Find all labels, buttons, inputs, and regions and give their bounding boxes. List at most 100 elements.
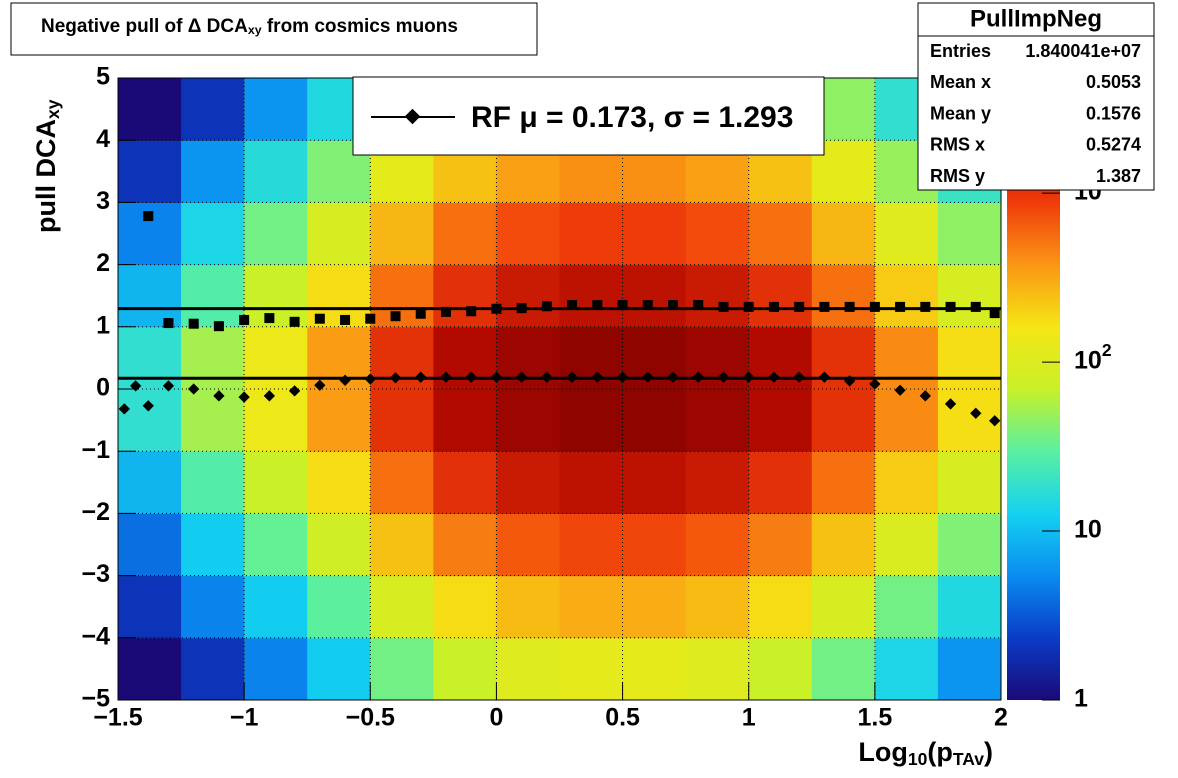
stats-value: 1.840041e+07 bbox=[1025, 41, 1141, 61]
stats-value: 0.1576 bbox=[1086, 103, 1141, 123]
diamond-marker bbox=[516, 371, 528, 383]
heatmap-cell bbox=[307, 202, 371, 266]
heatmap-cell bbox=[874, 637, 939, 700]
heatmap-cell bbox=[496, 202, 560, 266]
square-marker bbox=[163, 318, 174, 329]
heatmap-cell bbox=[181, 140, 245, 203]
heatmap-cell bbox=[559, 575, 624, 639]
stats-value: 1.387 bbox=[1096, 166, 1141, 186]
heatmap-cell bbox=[874, 575, 939, 639]
square-marker bbox=[970, 301, 981, 312]
diamond-marker bbox=[869, 378, 881, 390]
heatmap-cell bbox=[748, 513, 813, 577]
square-marker bbox=[869, 301, 880, 312]
square-marker bbox=[642, 300, 653, 311]
z-tick-label: 1 bbox=[1074, 685, 1088, 713]
square-marker bbox=[466, 306, 477, 317]
heatmap-cell bbox=[496, 637, 560, 700]
heatmap-cell bbox=[559, 326, 624, 390]
heatmap-cell bbox=[874, 202, 939, 266]
x-tick-label: −1.5 bbox=[93, 704, 142, 732]
heatmap-cell bbox=[244, 451, 308, 514]
y-tick-label: 0 bbox=[96, 374, 110, 402]
heatmap-cell bbox=[937, 326, 1001, 390]
heatmap-cell bbox=[118, 389, 182, 452]
stats-value: 0.5053 bbox=[1086, 72, 1141, 92]
heatmap-cell bbox=[370, 575, 434, 639]
y-tick-label: −3 bbox=[81, 560, 110, 588]
heatmap-cell bbox=[118, 140, 182, 203]
heatmap-cell bbox=[118, 264, 182, 328]
label-part: from cosmics muons bbox=[262, 16, 458, 37]
heatmap-cell bbox=[244, 78, 308, 141]
stats-value: 0.5274 bbox=[1086, 135, 1141, 155]
heatmap-cell bbox=[244, 140, 308, 203]
heatmap-cell bbox=[811, 575, 876, 639]
y-tick-label: −4 bbox=[81, 622, 110, 650]
heatmap-cell bbox=[811, 264, 876, 328]
diamond-marker bbox=[717, 371, 730, 383]
square-marker bbox=[213, 321, 224, 332]
heatmap-cell bbox=[559, 513, 624, 577]
x-tick-label: 1.5 bbox=[857, 704, 892, 732]
x-tick-label: 0 bbox=[489, 704, 503, 732]
label-part: 10 bbox=[908, 749, 928, 769]
heatmap-cell bbox=[181, 451, 245, 514]
diamond-marker bbox=[288, 385, 301, 397]
heatmap-cell bbox=[622, 575, 687, 639]
diamond-marker bbox=[692, 371, 704, 383]
y-tick-label: −5 bbox=[81, 685, 110, 713]
diamond-marker bbox=[440, 371, 452, 383]
heatmap-cell bbox=[181, 78, 245, 141]
stats-key: Mean x bbox=[930, 72, 991, 92]
y-tick-label: 5 bbox=[96, 63, 110, 91]
stats-key: RMS x bbox=[930, 135, 985, 155]
x-tick-label: −1 bbox=[230, 704, 259, 732]
y-tick-label: 2 bbox=[96, 249, 110, 277]
square-marker bbox=[314, 313, 325, 324]
stats-key: Entries bbox=[930, 41, 991, 61]
heatmap-cell bbox=[685, 513, 750, 577]
heatmap-cell bbox=[118, 575, 182, 639]
axes: −1.5 −1 −0.5 0 0.5 1 1.5 2 −5 −4 −3 −2 −1 0 1 2 3 4 5 1 10 10… bbox=[81, 63, 1111, 732]
heatmap-cell bbox=[307, 326, 371, 390]
heatmap-cell bbox=[685, 575, 750, 639]
profile-points bbox=[118, 211, 1001, 427]
heatmap-cell bbox=[118, 513, 182, 577]
label-part: xy bbox=[43, 99, 63, 119]
diamond-marker bbox=[970, 407, 982, 419]
heatmap-cell bbox=[748, 202, 813, 266]
diamond-marker bbox=[465, 371, 477, 383]
heatmap-cell bbox=[874, 389, 939, 452]
heatmap-cell bbox=[433, 264, 497, 328]
square-marker bbox=[945, 301, 956, 312]
square-marker bbox=[440, 306, 451, 317]
heatmap-cell bbox=[244, 202, 308, 266]
heatmap-cell bbox=[370, 451, 434, 514]
heatmap-cell bbox=[811, 202, 876, 266]
diamond-marker bbox=[162, 380, 175, 392]
diamond-marker bbox=[389, 372, 402, 384]
heatmap-cell bbox=[307, 575, 371, 639]
heatmap-cell bbox=[622, 326, 687, 390]
diamond-marker bbox=[642, 371, 654, 383]
heatmap-cell bbox=[748, 264, 813, 328]
square-marker bbox=[143, 211, 154, 222]
stats-key: RMS y bbox=[930, 166, 985, 186]
diamond-marker bbox=[944, 398, 957, 410]
heatmap-cell bbox=[559, 202, 624, 266]
diamond-marker bbox=[339, 374, 351, 386]
y-tick-label: 4 bbox=[96, 125, 110, 153]
square-marker bbox=[592, 300, 603, 311]
heatmap-cell bbox=[433, 389, 497, 452]
square-marker bbox=[920, 301, 931, 312]
stats-box bbox=[917, 2, 1155, 191]
diamond-marker bbox=[490, 371, 503, 383]
heatmap-cell bbox=[496, 451, 560, 514]
heatmap-cell bbox=[937, 513, 1001, 577]
diamond-marker bbox=[263, 390, 276, 402]
heatmap-cell bbox=[181, 389, 245, 452]
diamond-marker bbox=[314, 379, 326, 391]
heatmap-cell bbox=[559, 451, 624, 514]
heatmap-cell bbox=[181, 513, 245, 577]
